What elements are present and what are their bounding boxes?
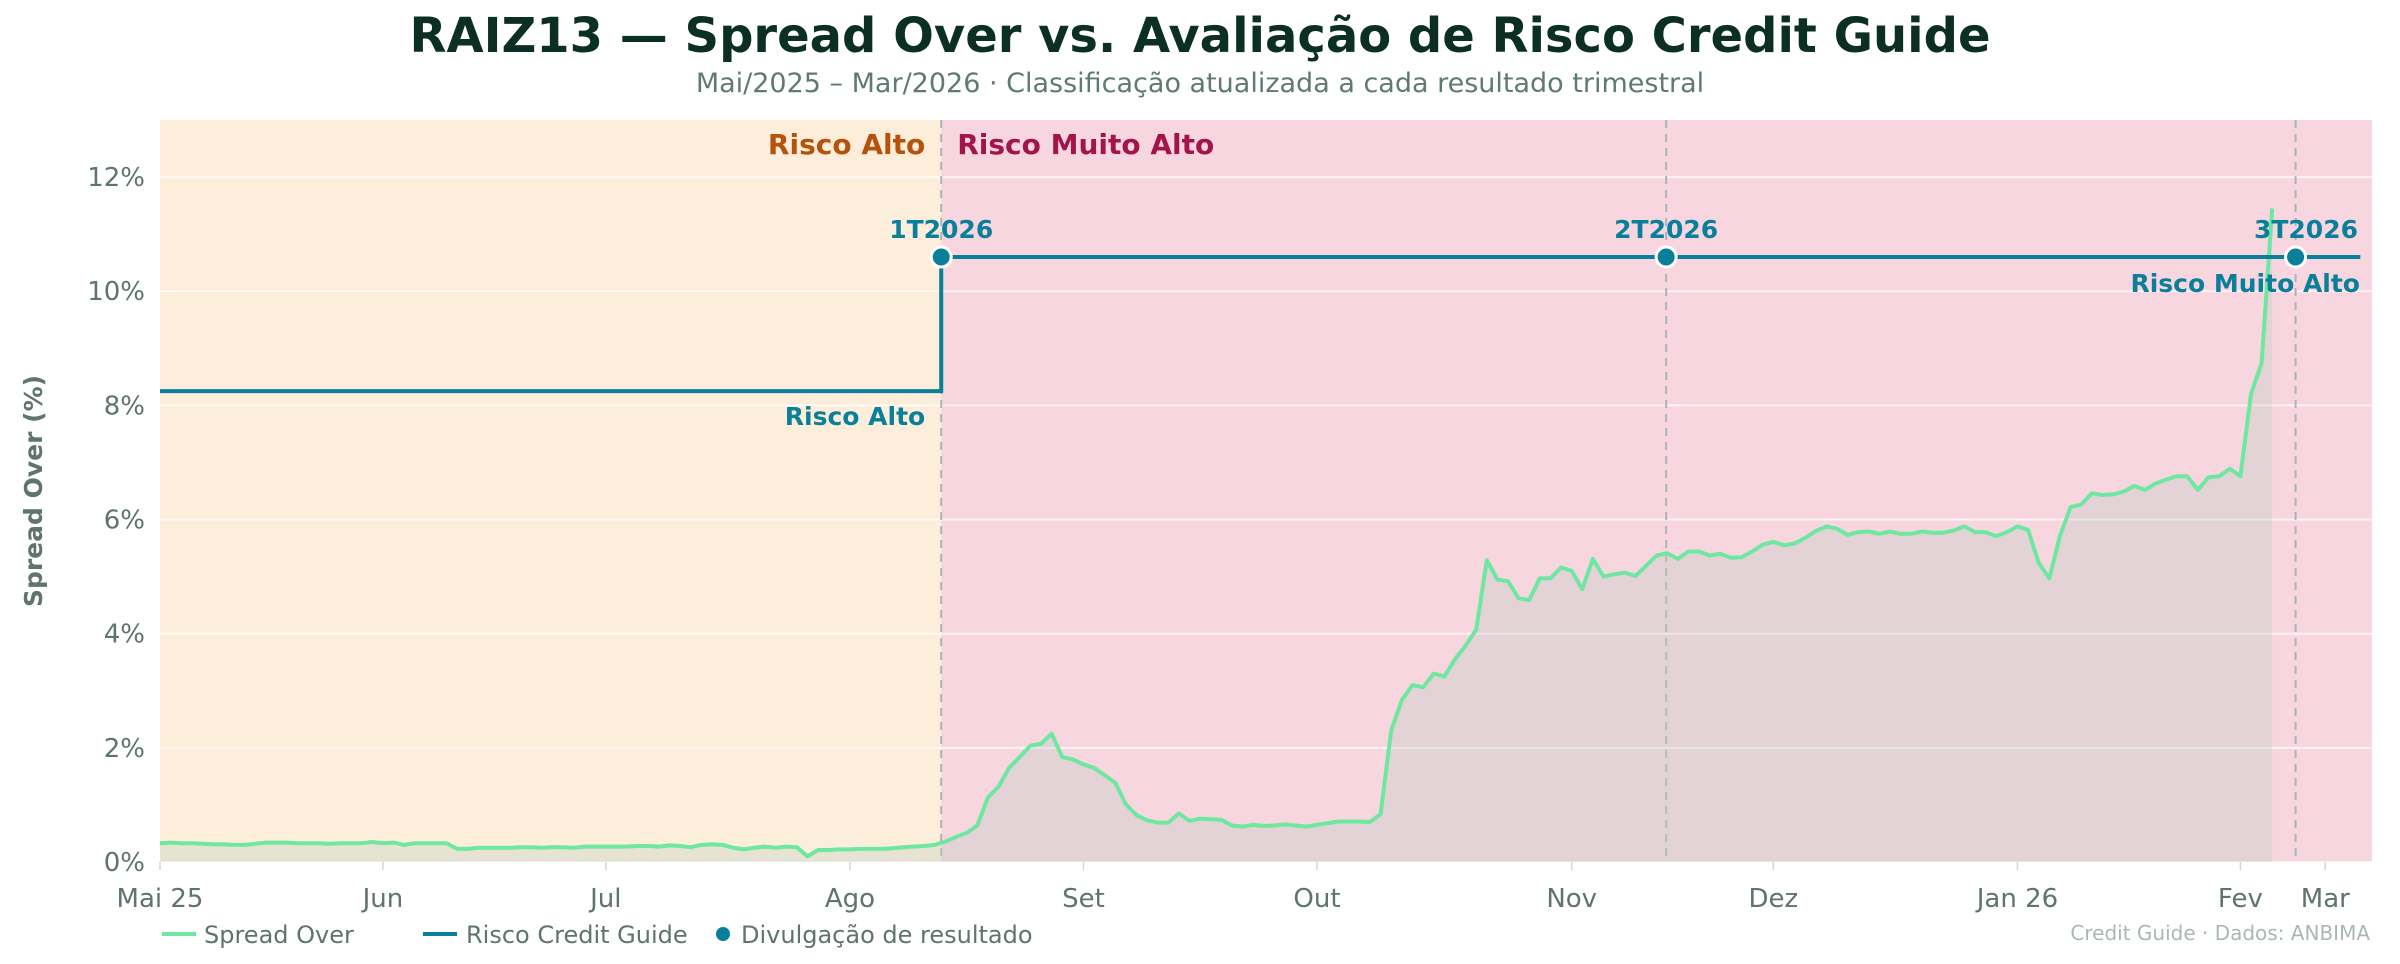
y-tick-label: 12% <box>87 163 145 193</box>
x-tick-label: Set <box>1062 884 1105 914</box>
risk-level-label: Risco Alto <box>785 402 925 431</box>
x-tick-label: Dez <box>1749 884 1799 914</box>
legend-release-label: Divulgação de resultado <box>741 921 1033 949</box>
x-tick-label: Jan 26 <box>1975 884 2058 914</box>
y-tick-label: 4% <box>104 620 145 650</box>
x-tick-label: Nov <box>1546 884 1597 914</box>
y-tick-label: 10% <box>87 277 145 307</box>
release-point <box>2284 245 2308 269</box>
spread-area-fill <box>160 208 2273 862</box>
plot-area: 0% 2% 4% 6% 8% 10% 12% Mai 25 Jun Jul Ago Set Out Nov… <box>87 120 2373 914</box>
legend-risk-label: Risco Credit Guide <box>466 921 688 949</box>
release-label: 1T2026 <box>889 215 993 244</box>
release-point <box>1654 245 1678 269</box>
region-label: Risco Alto <box>768 128 925 161</box>
risk-level-label: Risco Muito Alto <box>2130 269 2360 298</box>
x-tick-label: Jul <box>588 884 621 914</box>
x-tick-label: Fev <box>2218 884 2263 914</box>
release-label: 2T2026 <box>1614 215 1718 244</box>
legend-spread-label: Spread Over <box>204 921 354 949</box>
y-tick-label: 6% <box>104 506 145 536</box>
spread-over-line <box>159 208 2275 859</box>
risk-region-band <box>160 120 942 862</box>
x-tick-label: Out <box>1293 884 1340 914</box>
footer-source: Credit Guide · Dados: ANBIMA <box>2070 921 2370 945</box>
legend: Spread Over Risco Credit Guide Divulgaçã… <box>162 921 1033 949</box>
risk-credit-guide-line <box>160 254 2361 394</box>
y-tick-label: 0% <box>104 848 145 878</box>
x-tick-label: Jun <box>361 884 404 914</box>
release-point <box>929 245 953 269</box>
y-tick-label: 8% <box>104 391 145 421</box>
legend-release-marker-icon <box>716 927 730 941</box>
risk-region-band <box>941 120 2373 862</box>
chart-title: RAIZ13 — Spread Over vs. Avaliação de Ri… <box>410 8 1991 64</box>
chart-subtitle: Mai/2025 – Mar/2026 · Classificação atua… <box>696 68 1704 99</box>
y-tick-label: 2% <box>104 734 145 764</box>
y-axis-label: Spread Over (%) <box>19 375 48 607</box>
x-tick-label: Mar <box>2301 884 2350 914</box>
release-label: 3T2026 <box>2254 215 2358 244</box>
x-tick-label: Ago <box>825 884 875 914</box>
region-label: Risco Muito Alto <box>957 128 1214 161</box>
x-tick-label: Mai 25 <box>117 884 204 914</box>
